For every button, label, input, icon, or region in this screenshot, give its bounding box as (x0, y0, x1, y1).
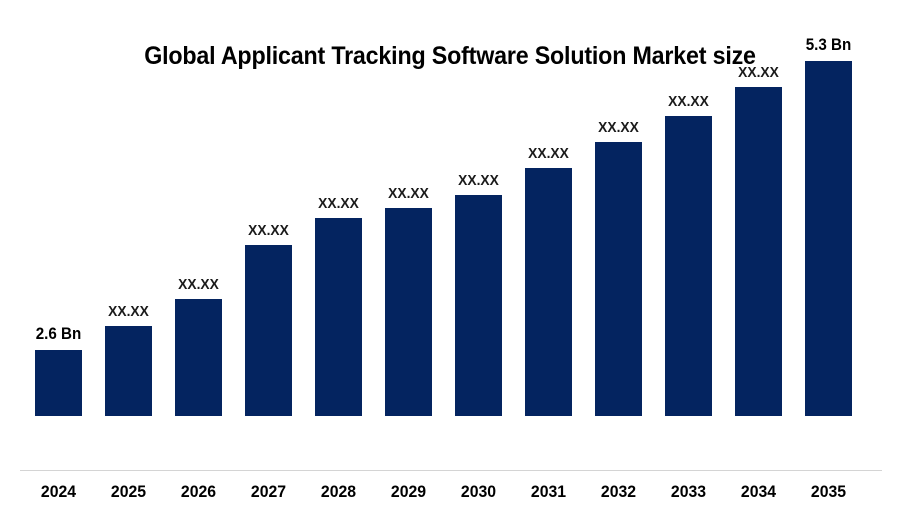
x-tick-label-2032: 2032 (600, 482, 637, 501)
x-tick-label-2029: 2029 (390, 482, 427, 501)
bar-2029[interactable] (385, 208, 432, 416)
bar-value-label-2026: XX.XX (178, 276, 219, 293)
bar-2030[interactable] (455, 195, 502, 416)
bar-2035[interactable] (805, 61, 852, 416)
bar-value-label-2027: XX.XX (248, 222, 289, 239)
x-tick-label-2025: 2025 (110, 482, 147, 501)
bar-value-label-2034: XX.XX (738, 64, 779, 81)
chart-title: Global Applicant Tracking Software Solut… (144, 42, 756, 70)
x-tick-label-2027: 2027 (250, 482, 287, 501)
x-tick-label-2035: 2035 (810, 482, 847, 501)
bar-2027[interactable] (245, 245, 292, 416)
bar-2031[interactable] (525, 168, 572, 416)
bar-2032[interactable] (595, 142, 642, 416)
x-tick-label-2033: 2033 (670, 482, 707, 501)
bar-value-label-2025: XX.XX (108, 303, 149, 320)
bar-value-label-2024: 2.6 Bn (35, 325, 82, 343)
bar-2026[interactable] (175, 299, 222, 416)
bar-2033[interactable] (665, 116, 712, 416)
bar-value-label-2028: XX.XX (318, 195, 359, 212)
bar-value-label-2033: XX.XX (668, 93, 709, 110)
x-tick-label-2034: 2034 (740, 482, 777, 501)
bar-2025[interactable] (105, 326, 152, 416)
plot-area: 2.6 Bn XX.XX XX.XX XX.XX XX.XX XX.XX XX.XX XX.X… (20, 36, 882, 471)
bar-value-label-2030: XX.XX (458, 172, 499, 189)
x-tick-label-2028: 2028 (320, 482, 357, 501)
x-axis-baseline (20, 470, 882, 471)
x-tick-label-2024: 2024 (40, 482, 77, 501)
bar-2024[interactable] (35, 350, 82, 416)
x-axis-tick-labels: 2024 2025 2026 2027 2028 2029 2030 2031 2032 2033… (0, 482, 900, 512)
x-tick-label-2031: 2031 (530, 482, 567, 501)
x-tick-label-2030: 2030 (460, 482, 497, 501)
bar-value-label-2031: XX.XX (528, 145, 569, 162)
bar-value-label-2029: XX.XX (388, 185, 429, 202)
bar-2028[interactable] (315, 218, 362, 416)
bar-value-label-2035: 5.3 Bn (805, 36, 852, 54)
bar-value-label-2032: XX.XX (598, 119, 639, 136)
bar-2034[interactable] (735, 87, 782, 416)
x-tick-label-2026: 2026 (180, 482, 217, 501)
